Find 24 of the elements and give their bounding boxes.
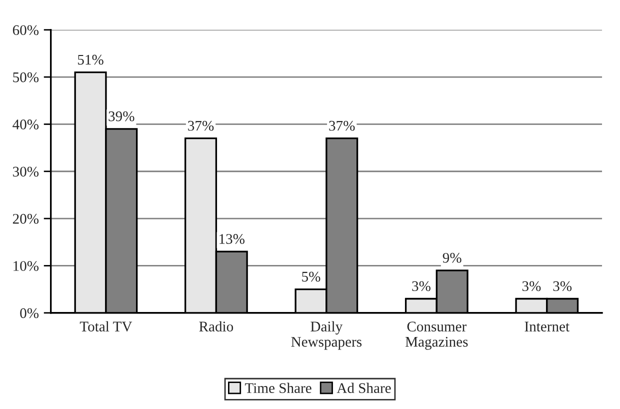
data-label: 37% xyxy=(188,120,214,131)
data-label: 39% xyxy=(108,111,134,122)
data-label: 3% xyxy=(522,281,541,292)
data-label: 3% xyxy=(553,281,572,292)
x-tick-label: Radio xyxy=(199,321,234,332)
x-tick-label: Internet xyxy=(524,322,570,332)
x-tick-label: Consumer Magazines xyxy=(406,322,468,350)
data-label: 9% xyxy=(442,252,462,263)
legend-label: Ad Share xyxy=(336,382,391,394)
y-tick-label: 20% xyxy=(12,214,39,224)
x-tick-label: Daily Newspapers xyxy=(291,321,362,350)
y-tick-label: 0% xyxy=(20,308,39,318)
y-tick-label: 30% xyxy=(13,166,39,177)
y-tick-label: 40% xyxy=(12,120,39,130)
data-label: 51% xyxy=(78,54,104,65)
data-label: 13% xyxy=(220,234,244,244)
data-label: 5% xyxy=(302,272,320,282)
y-tick-label: 10% xyxy=(14,261,39,271)
y-tick-label: 60% xyxy=(12,25,39,36)
x-tick-label: Total TV xyxy=(80,321,132,332)
data-label: 3% xyxy=(412,281,430,292)
y-tick-label: 50% xyxy=(13,72,39,82)
data-label: 37% xyxy=(329,120,355,131)
legend-label: Time Share xyxy=(244,382,312,394)
